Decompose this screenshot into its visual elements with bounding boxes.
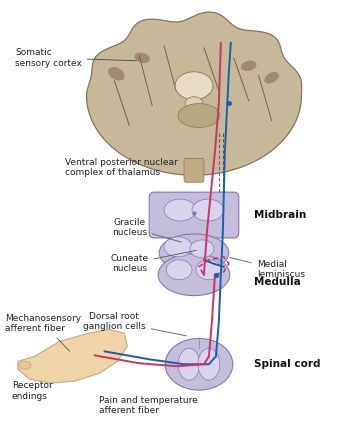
Ellipse shape (264, 72, 279, 84)
Ellipse shape (158, 254, 230, 296)
Text: Spinal cord: Spinal cord (254, 359, 320, 369)
Text: Medulla: Medulla (254, 277, 300, 287)
Ellipse shape (196, 260, 222, 280)
Ellipse shape (175, 72, 213, 99)
Ellipse shape (185, 97, 203, 110)
FancyBboxPatch shape (149, 192, 239, 238)
Ellipse shape (165, 339, 233, 390)
Text: Midbrain: Midbrain (254, 210, 306, 220)
Text: Gracile
nucleus: Gracile nucleus (112, 217, 182, 242)
Ellipse shape (19, 361, 31, 369)
Ellipse shape (241, 61, 257, 71)
Ellipse shape (164, 199, 196, 221)
Polygon shape (87, 12, 301, 175)
Text: Medial
leminiscus: Medial leminiscus (230, 257, 305, 279)
Text: Somatic
sensory cortex: Somatic sensory cortex (15, 48, 137, 68)
Ellipse shape (166, 260, 192, 280)
Text: Receptor
endings: Receptor endings (12, 381, 53, 400)
Text: Cuneate
nucleus: Cuneate nucleus (110, 251, 196, 274)
Ellipse shape (159, 234, 229, 272)
Polygon shape (18, 329, 127, 383)
Ellipse shape (190, 240, 214, 258)
Ellipse shape (178, 348, 200, 380)
FancyBboxPatch shape (184, 158, 204, 182)
Text: Mechanosensory
afferent fiber: Mechanosensory afferent fiber (5, 314, 81, 351)
Ellipse shape (198, 348, 220, 380)
Ellipse shape (178, 103, 220, 127)
Ellipse shape (192, 199, 224, 221)
Ellipse shape (108, 67, 125, 80)
Text: Ventral posterior nuclear
complex of thalamus: Ventral posterior nuclear complex of tha… (65, 158, 177, 177)
Text: Pain and temperature
afferent fiber: Pain and temperature afferent fiber (99, 396, 198, 415)
Text: Dorsal root
ganglion cells: Dorsal root ganglion cells (83, 312, 186, 336)
Ellipse shape (164, 237, 192, 257)
Ellipse shape (135, 53, 150, 63)
